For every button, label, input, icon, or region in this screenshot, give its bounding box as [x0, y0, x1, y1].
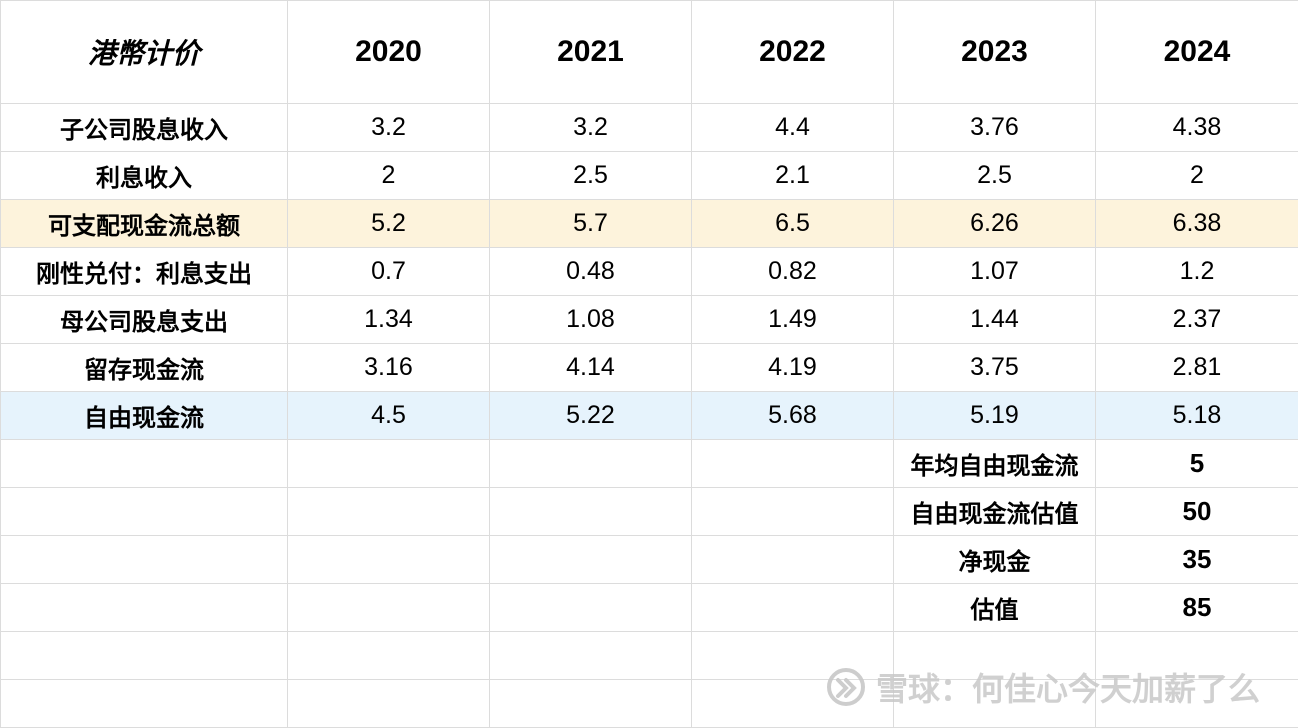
table-cell[interactable]: 6.38	[1095, 199, 1298, 248]
row-label[interactable]: 留存现金流	[0, 343, 288, 392]
table-cell[interactable]: 3.75	[893, 343, 1096, 392]
table-cell[interactable]: 4.38	[1095, 103, 1298, 152]
summary-row-valuation: 估值 85	[0, 583, 1298, 632]
summary-value[interactable]: 35	[1095, 535, 1298, 584]
table-cell[interactable]: 2	[1095, 151, 1298, 200]
table-cell[interactable]: 1.44	[893, 295, 1096, 344]
empty-cell[interactable]	[287, 679, 490, 728]
year-header-2020[interactable]: 2020	[287, 0, 490, 104]
table-cell[interactable]: 4.5	[287, 391, 490, 440]
table-cell[interactable]: 5.7	[489, 199, 692, 248]
empty-cell[interactable]	[287, 583, 490, 632]
table-cell[interactable]: 5.19	[893, 391, 1096, 440]
year-header-2021[interactable]: 2021	[489, 0, 692, 104]
empty-cell[interactable]	[0, 487, 288, 536]
empty-cell[interactable]	[489, 439, 692, 488]
empty-cell[interactable]	[1095, 631, 1298, 680]
empty-cell[interactable]	[893, 679, 1096, 728]
summary-label[interactable]: 净现金	[893, 535, 1096, 584]
table-row-parent-dividend: 母公司股息支出 1.34 1.08 1.49 1.44 2.37	[0, 295, 1298, 344]
empty-cell[interactable]	[287, 439, 490, 488]
summary-row-net-cash: 净现金 35	[0, 535, 1298, 584]
empty-cell[interactable]	[489, 679, 692, 728]
currency-label[interactable]: 港幣计价	[0, 0, 288, 104]
empty-row	[0, 679, 1298, 728]
empty-cell[interactable]	[287, 487, 490, 536]
table-cell[interactable]: 1.07	[893, 247, 1096, 296]
table-cell[interactable]: 0.82	[691, 247, 894, 296]
year-header-2024[interactable]: 2024	[1095, 0, 1298, 104]
summary-value[interactable]: 5	[1095, 439, 1298, 488]
table-cell[interactable]: 3.76	[893, 103, 1096, 152]
row-label[interactable]: 利息收入	[0, 151, 288, 200]
table-cell[interactable]: 1.08	[489, 295, 692, 344]
table-cell[interactable]: 2.1	[691, 151, 894, 200]
empty-cell[interactable]	[691, 487, 894, 536]
table-cell[interactable]: 3.2	[287, 103, 490, 152]
table-row-interest-income: 利息收入 2 2.5 2.1 2.5 2	[0, 151, 1298, 200]
table-cell[interactable]: 2	[287, 151, 490, 200]
empty-cell[interactable]	[0, 583, 288, 632]
empty-cell[interactable]	[0, 439, 288, 488]
empty-cell[interactable]	[691, 583, 894, 632]
empty-cell[interactable]	[287, 535, 490, 584]
table-cell[interactable]: 0.48	[489, 247, 692, 296]
table-cell[interactable]: 3.2	[489, 103, 692, 152]
row-label[interactable]: 母公司股息支出	[0, 295, 288, 344]
row-label[interactable]: 刚性兑付：利息支出	[0, 247, 288, 296]
empty-cell[interactable]	[0, 535, 288, 584]
table-cell[interactable]: 1.2	[1095, 247, 1298, 296]
table-cell[interactable]: 6.26	[893, 199, 1096, 248]
table-row-disposable-cashflow: 可支配现金流总额 5.2 5.7 6.5 6.26 6.38	[0, 199, 1298, 248]
summary-value[interactable]: 50	[1095, 487, 1298, 536]
table-cell[interactable]: 1.49	[691, 295, 894, 344]
table-cell[interactable]: 5.22	[489, 391, 692, 440]
empty-cell[interactable]	[489, 631, 692, 680]
row-label[interactable]: 可支配现金流总额	[0, 199, 288, 248]
table-cell[interactable]: 4.19	[691, 343, 894, 392]
summary-label[interactable]: 年均自由现金流	[893, 439, 1096, 488]
empty-cell[interactable]	[691, 679, 894, 728]
table-cell[interactable]: 1.34	[287, 295, 490, 344]
empty-cell[interactable]	[489, 535, 692, 584]
table-cell[interactable]: 5.68	[691, 391, 894, 440]
table-row-free-cashflow: 自由现金流 4.5 5.22 5.68 5.19 5.18	[0, 391, 1298, 440]
empty-cell[interactable]	[0, 679, 288, 728]
empty-cell[interactable]	[489, 583, 692, 632]
table-row-subsidiary-dividend: 子公司股息收入 3.2 3.2 4.4 3.76 4.38	[0, 103, 1298, 152]
summary-row-avg-fcf: 年均自由现金流 5	[0, 439, 1298, 488]
year-header-2022[interactable]: 2022	[691, 0, 894, 104]
table-cell[interactable]: 0.7	[287, 247, 490, 296]
table-cell[interactable]: 5.18	[1095, 391, 1298, 440]
header-row: 港幣计价 2020 2021 2022 2023 2024	[0, 0, 1298, 104]
table-cell[interactable]: 4.14	[489, 343, 692, 392]
summary-row-fcf-valuation: 自由现金流估值 50	[0, 487, 1298, 536]
table-cell[interactable]: 3.16	[287, 343, 490, 392]
summary-label[interactable]: 估值	[893, 583, 1096, 632]
empty-cell[interactable]	[489, 487, 692, 536]
empty-cell[interactable]	[0, 631, 288, 680]
table-cell[interactable]: 2.5	[489, 151, 692, 200]
row-label[interactable]: 自由现金流	[0, 391, 288, 440]
table-row-retained-cashflow: 留存现金流 3.16 4.14 4.19 3.75 2.81	[0, 343, 1298, 392]
empty-cell[interactable]	[691, 535, 894, 584]
summary-value[interactable]: 85	[1095, 583, 1298, 632]
table-cell[interactable]: 4.4	[691, 103, 894, 152]
table-cell[interactable]: 2.5	[893, 151, 1096, 200]
table-row-interest-expense: 刚性兑付：利息支出 0.7 0.48 0.82 1.07 1.2	[0, 247, 1298, 296]
empty-cell[interactable]	[691, 439, 894, 488]
table-cell[interactable]: 6.5	[691, 199, 894, 248]
empty-cell[interactable]	[893, 631, 1096, 680]
empty-row	[0, 631, 1298, 680]
table-cell[interactable]: 2.37	[1095, 295, 1298, 344]
table-cell[interactable]: 5.2	[287, 199, 490, 248]
row-label[interactable]: 子公司股息收入	[0, 103, 288, 152]
year-header-2023[interactable]: 2023	[893, 0, 1096, 104]
empty-cell[interactable]	[1095, 679, 1298, 728]
table-cell[interactable]: 2.81	[1095, 343, 1298, 392]
empty-cell[interactable]	[287, 631, 490, 680]
summary-label[interactable]: 自由现金流估值	[893, 487, 1096, 536]
empty-cell[interactable]	[691, 631, 894, 680]
